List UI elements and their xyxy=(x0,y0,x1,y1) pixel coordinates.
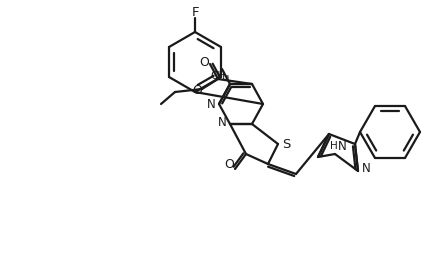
Text: H: H xyxy=(330,141,338,151)
Text: S: S xyxy=(282,139,290,151)
Text: F: F xyxy=(191,6,199,19)
Text: O: O xyxy=(224,157,234,171)
Text: O: O xyxy=(192,84,202,96)
Text: N: N xyxy=(218,117,226,129)
Text: N: N xyxy=(337,139,346,152)
Text: CH₃: CH₃ xyxy=(211,71,230,81)
Text: O: O xyxy=(199,56,209,68)
Text: N: N xyxy=(361,162,370,176)
Text: N: N xyxy=(207,97,215,111)
